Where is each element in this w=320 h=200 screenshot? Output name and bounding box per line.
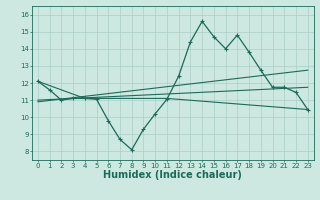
X-axis label: Humidex (Indice chaleur): Humidex (Indice chaleur): [103, 170, 242, 180]
